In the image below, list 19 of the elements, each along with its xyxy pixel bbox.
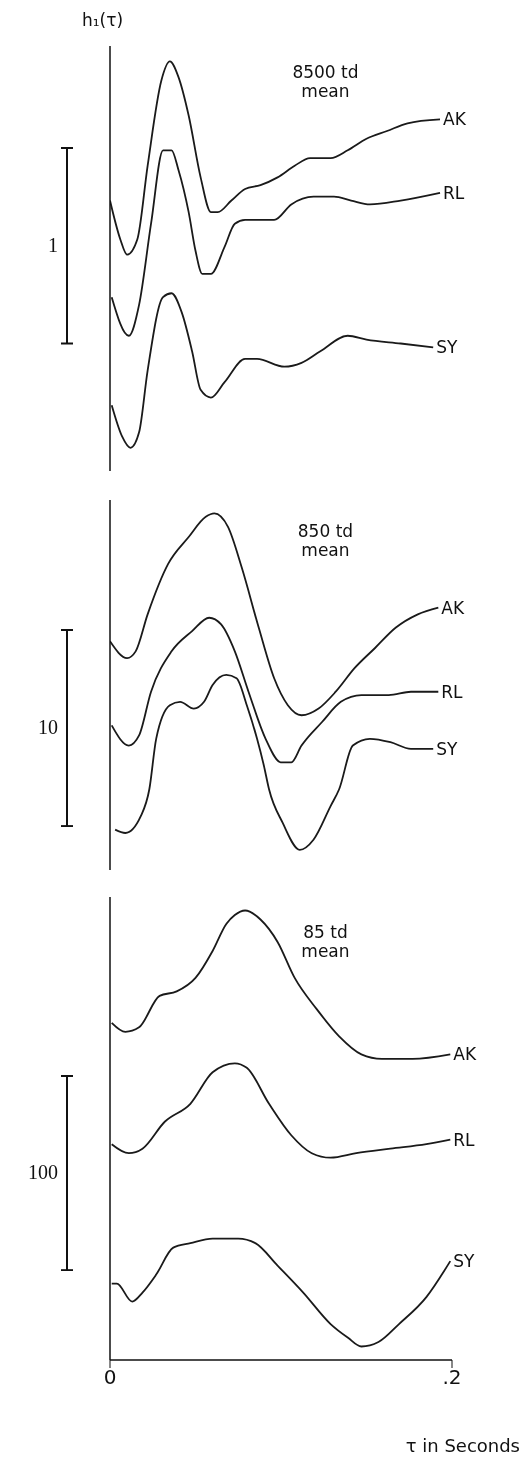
series-label: SY [453, 1251, 476, 1272]
series-label: AK [443, 109, 467, 130]
text: 8500 td mean [291, 62, 360, 101]
text: 85 td mean [300, 921, 351, 961]
y-axis-title: h₁(τ) [82, 10, 124, 30]
x-tick-label: .2 [442, 1365, 462, 1390]
x-axis-title: τ in Seconds [405, 1435, 520, 1456]
series-label: RL [441, 681, 464, 702]
x-tick-label: 0 [103, 1365, 117, 1390]
text: 10 [38, 715, 58, 739]
series-label: SY [436, 337, 458, 358]
text: 850 td mean [296, 521, 355, 561]
series-label: RL [443, 182, 465, 203]
series-label: AK [453, 1044, 477, 1065]
series-label: RL [453, 1129, 476, 1150]
series-label: AK [441, 597, 465, 618]
series-label: SY [436, 738, 458, 759]
text: 100 [28, 1160, 58, 1184]
text: 1 [48, 233, 58, 257]
